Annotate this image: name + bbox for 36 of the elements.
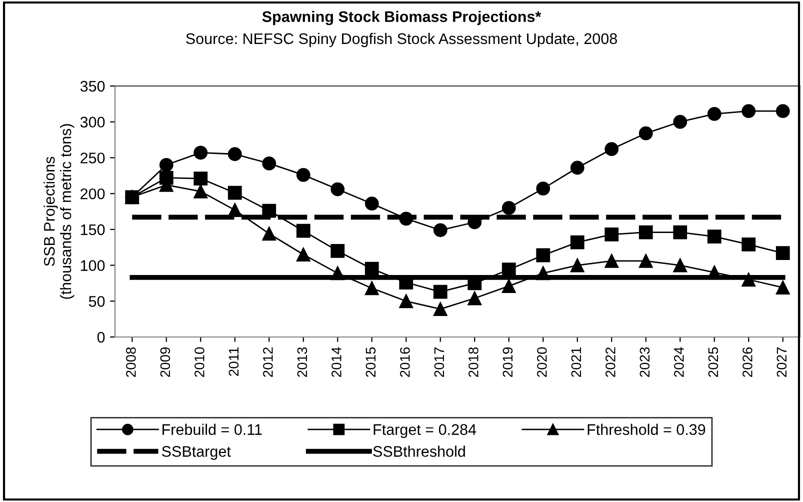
y-tick-label: 100 [80,260,105,271]
x-tick-label: 2017 [434,347,444,377]
x-tick-label: 2013 [297,347,308,377]
y-tick-label: 50 [88,296,105,307]
x-tick-label: 2011 [228,347,239,376]
x-tick-label: 2009 [160,347,170,377]
x-tick-label: 2008 [126,347,136,377]
x-tick-label: 2026 [742,347,752,377]
x-tick-label: 2015 [366,347,376,377]
x-tick-label: 2018 [468,347,478,377]
legend-label: SSBthreshold [373,446,465,457]
x-tick-label: 2014 [332,347,342,377]
x-tick-label: 2019 [502,347,513,377]
legend-label: Ftarget = 0.284 [374,424,476,438]
x-tick-label: 2012 [263,347,273,377]
y-tick-label: 350 [80,80,105,92]
legend-label: SSBtarget [162,446,231,460]
y-axis-title: SSB Projections (thousands of metric tons) [44,124,74,299]
x-tick-label: 2025 [708,347,718,377]
chart-subtitle: Source: NEFSC Spiny Dogfish Stock Assessment Update, 2008 [186,32,617,48]
x-tick-label: 2027 [776,347,787,377]
legend-label: Frebuild = 0.11 [162,424,262,435]
x-tick-label: 2024 [674,347,684,377]
y-tick-label: 250 [80,152,105,164]
x-tick-label: 2016 [400,347,410,377]
x-tick-label: 2020 [537,347,547,377]
y-tick-label: 200 [80,188,105,200]
x-tick-label: 2021 [571,347,582,377]
x-tick-label: 2010 [194,347,204,377]
x-tick-label: 2022 [606,347,616,377]
y-tick-label: 300 [80,116,105,128]
y-tick-label: 150 [80,224,105,236]
x-tick-label: 2023 [640,347,650,377]
legend-label: Fthreshold = 0.39 [588,424,706,435]
y-tick-label: 0 [97,332,105,343]
chart-title: Spawning Stock Biomass Projections* [262,10,542,26]
